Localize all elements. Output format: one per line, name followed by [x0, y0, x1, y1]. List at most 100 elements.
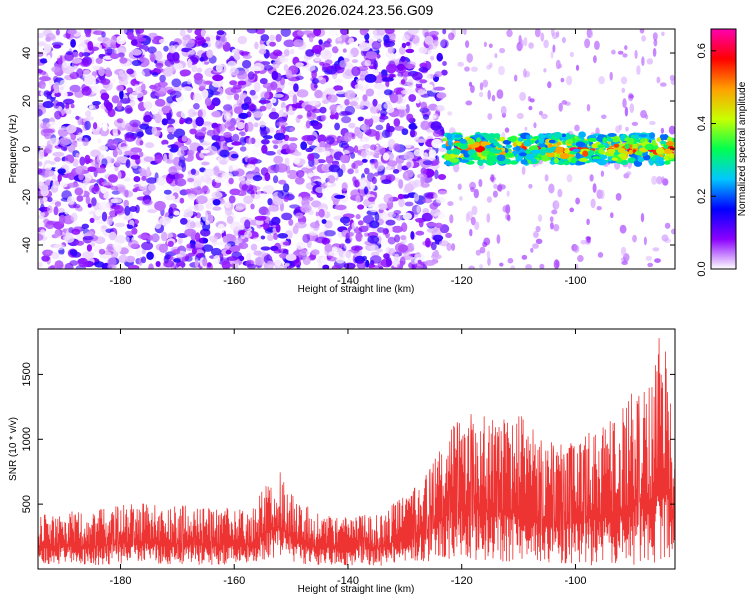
spectrogram-cell: [347, 53, 354, 59]
spectrogram-cell: [505, 144, 513, 149]
spectrogram-cell: [327, 94, 338, 103]
spectrogram-cell: [493, 133, 501, 139]
spectrogram-cell: [126, 68, 134, 75]
spectrogram-cell: [101, 181, 113, 186]
spectrogram-cell: [578, 157, 588, 162]
spectrogram-cell: [445, 232, 452, 238]
spectrogram-cell: [355, 138, 367, 147]
spectrogram-cell: [254, 256, 265, 266]
spectrogram-cell: [275, 223, 281, 233]
spectrogram-cell: [134, 69, 145, 80]
spectrogram-cell: [631, 121, 639, 126]
spectrogram-cell: [187, 29, 193, 34]
spectrogram-cell: [556, 142, 561, 146]
spectrogram-cell: [211, 97, 221, 107]
spectrogram-cell: [81, 86, 92, 96]
spectrogram-cell: [305, 120, 311, 129]
spectrogram-cell: [325, 136, 335, 145]
spectrogram-cell: [243, 96, 252, 106]
spectrogram-cell: [471, 205, 478, 216]
spectrogram-cell: [53, 88, 60, 94]
spectrogram-cell: [124, 189, 129, 198]
y-tick-label: 1000: [21, 427, 33, 451]
x-tick-label: -120: [451, 575, 473, 587]
spectrogram-cell: [253, 138, 263, 149]
spectrogram-cell: [487, 113, 493, 120]
spectrogram-cell: [141, 241, 154, 251]
spectrogram-cell: [52, 151, 65, 157]
spectrogram-cell: [397, 193, 404, 200]
spectrogram-cell: [116, 101, 123, 111]
x-tick-label: -180: [109, 275, 131, 287]
spectrogram-cell: [436, 55, 444, 61]
spectrogram-cell: [655, 156, 664, 164]
spectrogram-cell: [454, 134, 463, 138]
spectrogram-cell: [670, 78, 675, 85]
spectrogram-cell: [292, 94, 298, 105]
spectrogram-cell: [76, 139, 84, 149]
spectrogram-cell: [587, 137, 598, 143]
spectrogram-cell: [179, 197, 185, 204]
spectrogram-cell: [119, 89, 124, 100]
spectrogram-cell: [404, 201, 414, 207]
spectrogram-cell: [433, 193, 438, 199]
spectrogram-cell: [166, 96, 174, 104]
spectrogram-cell: [360, 124, 366, 130]
spectrogram-cell: [168, 166, 177, 175]
spectrogram-cell: [39, 76, 51, 82]
spectrogram-cell: [103, 193, 112, 200]
spectrogram-cell: [334, 194, 346, 199]
spectrogram-cell: [116, 35, 127, 45]
spectrogram-cell: [261, 144, 268, 154]
spectrogram-cell: [166, 232, 173, 239]
spectrogram-cell: [582, 150, 589, 157]
spectrogram-cell: [370, 106, 379, 114]
spectrogram-cell: [267, 198, 273, 206]
spectrogram-cell: [223, 131, 232, 138]
spectrogram-cell: [543, 39, 549, 49]
spectrogram-cell: [625, 171, 632, 176]
spectrogram-cell: [659, 140, 667, 145]
spectrogram-cell: [118, 254, 128, 263]
spectrogram-cell: [372, 98, 378, 107]
spectrogram-cell: [213, 127, 221, 136]
spectrogram-cell: [57, 127, 69, 137]
spectrogram-cell: [212, 199, 221, 206]
spectrogram-cell: [135, 248, 142, 257]
spectrogram-cell: [560, 77, 565, 83]
spectrogram-cell: [492, 190, 498, 198]
spectrogram-cell: [123, 177, 131, 182]
spectrogram-cell: [379, 29, 386, 34]
spectrogram-cell: [194, 259, 199, 268]
spectrogram-cell: [226, 94, 233, 100]
spectrogram-cell: [354, 180, 360, 188]
spectrogram-cell: [202, 238, 208, 244]
spectrogram-cell: [221, 260, 231, 269]
spectrogram-cell: [108, 231, 117, 241]
spectrogram-cell: [405, 41, 411, 47]
spectrogram-cell: [225, 243, 232, 249]
spectrogram-cell: [632, 234, 637, 243]
spectrogram-cell: [360, 150, 367, 158]
colorbar: 0.0 0.2 0.4 0.6 Normalized spectral amplitu…: [696, 28, 748, 277]
spectrogram-cell: [577, 161, 586, 165]
spectrogram-cell: [289, 127, 295, 132]
spectrogram-cell: [179, 146, 188, 151]
spectrogram-cell: [98, 248, 106, 255]
spectrogram-cell: [620, 135, 625, 142]
spectrogram-cell: [341, 116, 352, 124]
spectrogram-cell: [640, 110, 647, 119]
spectrogram-cell: [324, 87, 336, 95]
spectrogram-cell: [95, 104, 100, 109]
spectrogram-cell: [344, 99, 350, 106]
spectrogram-cell: [593, 55, 597, 64]
spectrogram-cell: [624, 143, 630, 149]
spectrogram-cell: [358, 69, 369, 77]
spectrogram-cell: [502, 205, 509, 213]
spectrogram-cell: [38, 141, 43, 147]
spectrogram-cell: [584, 38, 591, 49]
spectrogram-cell: [165, 194, 176, 201]
spectrogram-cell: [202, 186, 209, 192]
spectrogram-cell: [625, 126, 629, 132]
spectrogram-cell: [501, 147, 506, 152]
